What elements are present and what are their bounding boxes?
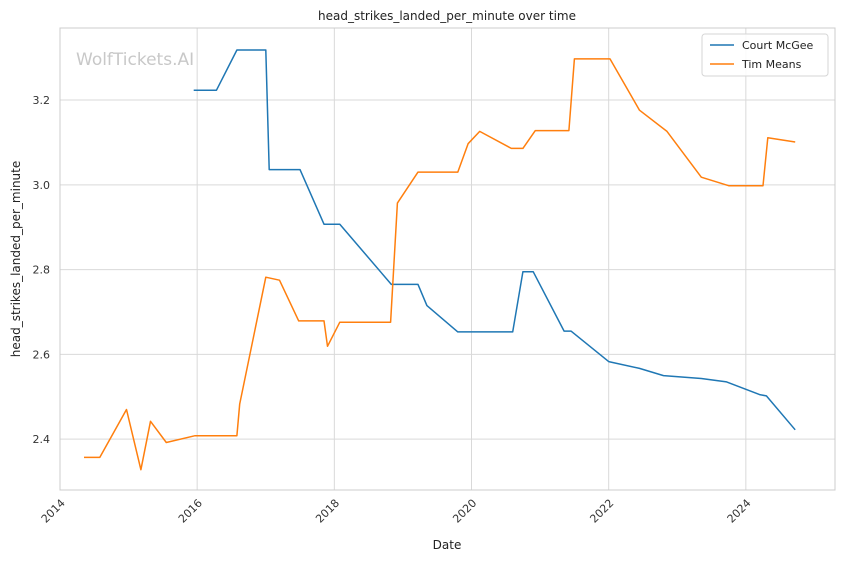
grid-lines: [59, 28, 835, 490]
y-tick-label: 2.6: [33, 348, 51, 361]
y-tick-label: 2.8: [33, 264, 51, 277]
x-axis-title: Date: [433, 538, 462, 552]
watermark-text: WolfTickets.AI: [76, 50, 194, 70]
y-tick-label: 2.4: [33, 433, 51, 446]
legend-label-tim-means: Tim Means: [741, 58, 802, 71]
chart-title: head_strikes_landed_per_minute over time: [318, 9, 576, 23]
series-line-court-mcgee: [193, 49, 796, 431]
y-tick-label: 3.2: [33, 94, 51, 107]
plot-frame: [59, 27, 836, 491]
series-line-tim-means: [84, 58, 796, 471]
y-axis-title: head_strikes_landed_per_minute: [9, 161, 23, 358]
y-tick-label: 3.0: [33, 179, 51, 192]
series-layer: [84, 49, 796, 471]
legend: Court McGee Tim Means: [701, 33, 829, 77]
y-tick-labels: 2.4 2.6 2.8 3.0 3.2: [33, 94, 51, 446]
legend-label-court-mcgee: Court McGee: [742, 39, 814, 52]
